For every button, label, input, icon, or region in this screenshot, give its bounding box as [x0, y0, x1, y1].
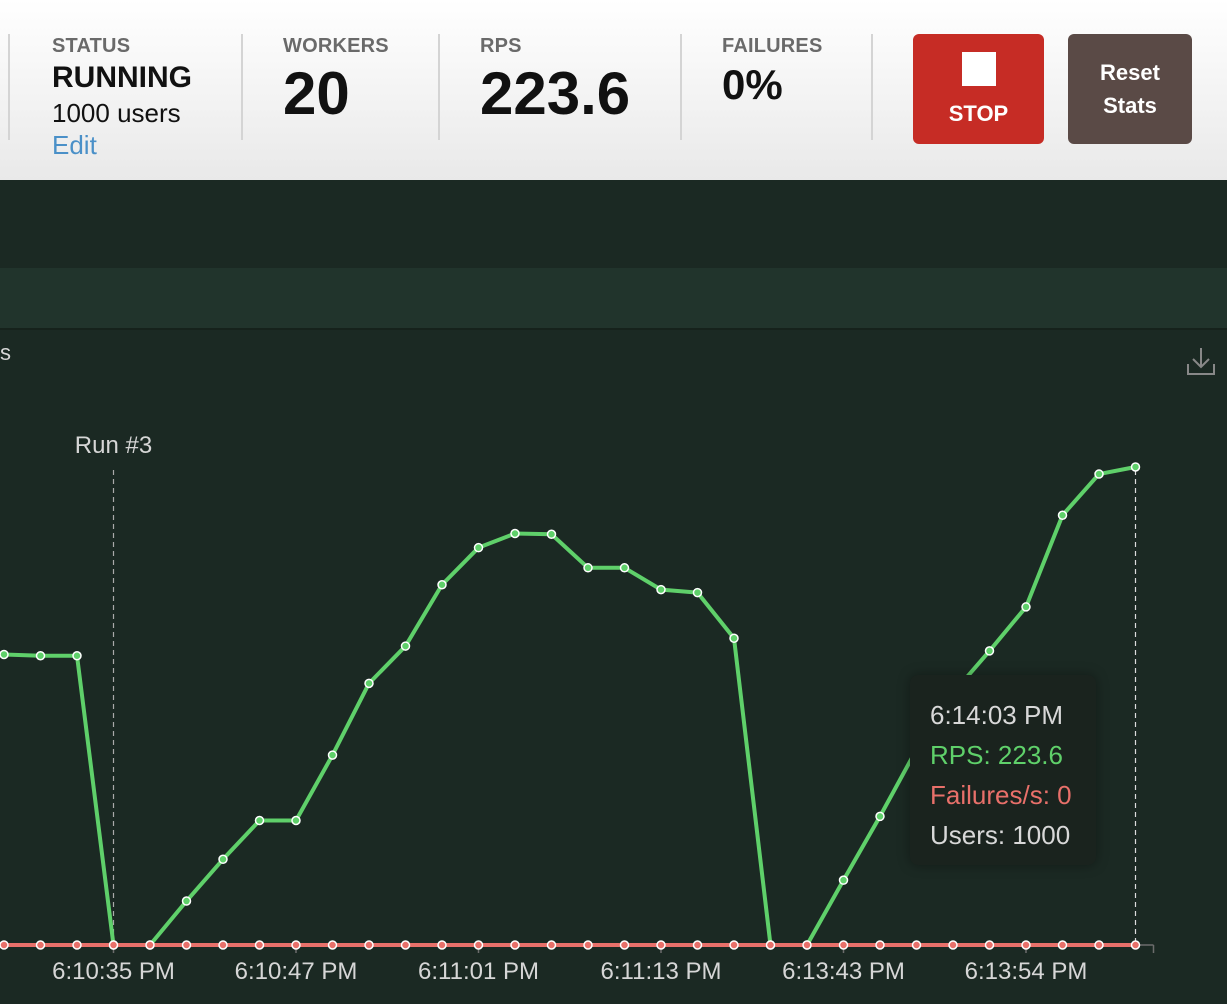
failures-point [692, 940, 703, 950]
failures-point [729, 940, 739, 950]
reset-stats-button[interactable]: Reset Stats [1068, 34, 1192, 144]
failures-point [1130, 940, 1141, 950]
failures-point [72, 940, 82, 950]
divider [8, 34, 10, 140]
subheader-bar [0, 268, 1227, 328]
rps-point [510, 528, 520, 539]
failures-point [583, 940, 593, 950]
status-value: RUNNING [52, 61, 192, 94]
x-tick-label: 6:13:54 PM [965, 958, 1088, 985]
rps-point [254, 815, 265, 826]
divider [871, 34, 873, 140]
rps-point [218, 854, 228, 865]
rps-point [692, 587, 703, 598]
failures-point [0, 940, 9, 950]
divider [438, 34, 440, 140]
rps-point [327, 750, 338, 760]
rps-label: RPS [480, 35, 522, 57]
divider [0, 328, 1227, 330]
failures-point [254, 940, 265, 950]
failures-point [765, 940, 776, 950]
workers-label: WORKERS [283, 35, 389, 57]
top-status-bar: STATUS RUNNING 1000 users Edit WORKERS 2… [0, 0, 1227, 180]
rps-point [400, 641, 411, 651]
failures-point [108, 940, 119, 950]
rps-value: 223.6 [480, 60, 631, 127]
failures-point [291, 940, 301, 950]
x-tick-label: 6:13:43 PM [782, 958, 905, 985]
tooltip-failures: Failures/s: 0 [930, 780, 1072, 810]
tabs-area [0, 180, 1227, 268]
rps-point [656, 584, 666, 595]
rps-point [364, 678, 374, 689]
rps-point [437, 580, 447, 590]
tooltip-rps: RPS: 223.6 [930, 740, 1063, 770]
failures-point [473, 940, 484, 950]
chart-title: s [0, 340, 11, 365]
run-marker-label: Run #3 [75, 432, 152, 459]
failures-point [1057, 940, 1068, 950]
rps-point [729, 633, 739, 643]
rps-point [1094, 469, 1104, 479]
failures-point [546, 940, 557, 950]
rps-point [619, 563, 630, 573]
failures-point [984, 940, 995, 950]
chart-tooltip: 6:14:03 PM RPS: 223.6 Failures/s: 0 User… [910, 675, 1096, 865]
failures-point [145, 940, 155, 950]
rps-point [838, 875, 849, 885]
failures-point [656, 940, 666, 950]
failures-point [364, 940, 374, 950]
edit-users-link[interactable]: Edit [52, 130, 97, 160]
rps-point [984, 646, 995, 656]
workers-value: 20 [283, 60, 350, 127]
rps-point [181, 896, 192, 906]
rps-point [35, 651, 46, 661]
failures-point [35, 940, 46, 950]
rps-point [0, 649, 9, 660]
failures-label: FAILURES [722, 35, 823, 57]
failures-point [911, 940, 922, 950]
failures-point [218, 940, 228, 950]
failures-point [802, 940, 812, 950]
x-tick-label: 6:10:47 PM [235, 958, 358, 985]
rps-point [875, 811, 885, 822]
rps-point [291, 815, 301, 826]
failures-point [181, 940, 192, 950]
status-users: 1000 users [52, 98, 181, 128]
tooltip-time: 6:14:03 PM [930, 700, 1063, 730]
failures-point [875, 940, 885, 950]
rps-point [72, 651, 82, 661]
failures-point [1094, 940, 1104, 950]
x-tick-label: 6:11:01 PM [418, 958, 539, 985]
tooltip-users: Users: 1000 [930, 820, 1071, 850]
rps-point [1057, 510, 1068, 520]
rps-point [1021, 602, 1031, 612]
status-label: STATUS [52, 35, 131, 57]
failures-value: 0% [722, 61, 783, 108]
rps-point [546, 529, 557, 540]
download-icon[interactable] [1184, 344, 1218, 378]
rps-point [473, 542, 484, 553]
reset-label: Reset [1100, 60, 1160, 85]
x-tick-label: 6:10:35 PM [52, 958, 175, 985]
failures-point [1021, 940, 1031, 950]
stop-icon [962, 52, 996, 86]
failures-point [948, 940, 958, 950]
failures-point [327, 940, 338, 950]
reset-label-line2: Stats [1103, 93, 1157, 118]
rps-point [1130, 462, 1141, 472]
failures-point [437, 940, 447, 950]
failures-point [838, 940, 849, 950]
divider [241, 34, 243, 140]
stop-label: STOP [948, 101, 1009, 126]
divider [680, 34, 682, 140]
stop-button[interactable]: STOP [913, 34, 1044, 144]
failures-point [510, 940, 520, 950]
x-tick-label: 6:11:13 PM [601, 958, 722, 985]
failures-point [619, 940, 630, 950]
failures-point [400, 940, 411, 950]
rps-point [583, 563, 593, 573]
